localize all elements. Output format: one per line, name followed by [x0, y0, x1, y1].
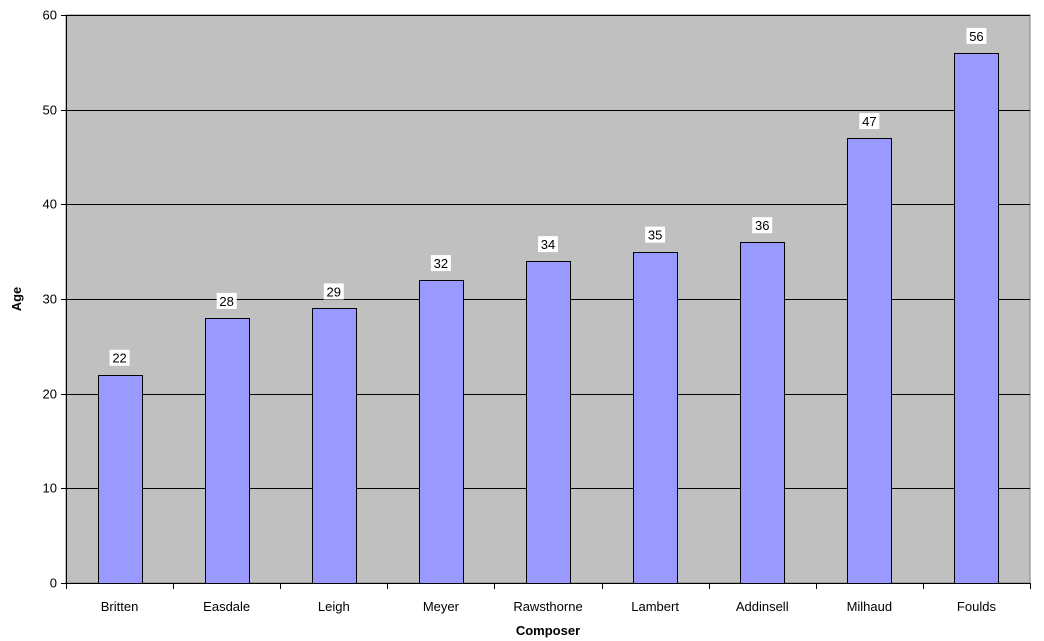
x-tick-label: Milhaud — [847, 599, 893, 614]
x-tick-label: Easdale — [203, 599, 250, 614]
data-label: 47 — [859, 113, 880, 130]
x-tick-label: Meyer — [423, 599, 460, 614]
data-label-background — [538, 236, 558, 253]
y-axis-title: Age — [9, 287, 24, 312]
bar — [312, 308, 357, 584]
data-label-text: 36 — [755, 218, 769, 233]
x-tick-labels: Britten Easdale Leigh Meyer Rawsthorne Lamber… — [101, 599, 997, 614]
data-label: 36 — [752, 217, 773, 234]
data-label-background — [323, 283, 344, 300]
y-tick-label: 60 — [43, 8, 57, 23]
y-tick-label: 20 — [43, 387, 57, 402]
data-labels: 22 28 29 32 34 35 36 47 56 — [109, 27, 987, 366]
y-tick-label: 50 — [43, 103, 57, 118]
data-label-background — [430, 255, 451, 272]
data-label-background — [216, 292, 237, 309]
bar — [954, 53, 999, 584]
x-tick-label: Addinsell — [736, 599, 789, 614]
y-tick-labels: 0 10 20 30 40 50 60 — [43, 8, 57, 591]
axes — [61, 15, 1031, 589]
data-label-text: 34 — [541, 237, 555, 252]
data-label-text: 35 — [648, 228, 662, 243]
y-tick-label: 40 — [43, 197, 57, 212]
data-label-background — [645, 226, 666, 243]
data-label-text: 28 — [219, 294, 233, 309]
bar — [633, 252, 678, 584]
bar — [419, 280, 464, 584]
data-label: 22 — [109, 349, 130, 366]
data-label-background — [966, 27, 987, 44]
x-axis-title: Composer — [516, 623, 580, 638]
x-tick-label: Rawsthorne — [513, 599, 582, 614]
data-label: 34 — [538, 236, 558, 253]
data-label-text: 22 — [112, 351, 126, 366]
bar — [526, 261, 571, 584]
bar — [205, 318, 250, 584]
data-label: 56 — [966, 27, 987, 44]
bars — [98, 53, 999, 584]
data-label-background — [859, 113, 880, 130]
bar — [98, 375, 143, 584]
data-label: 32 — [430, 255, 451, 272]
x-tick-label: Britten — [101, 599, 139, 614]
x-tick-label: Leigh — [318, 599, 350, 614]
data-label-text: 29 — [327, 284, 341, 299]
bar — [847, 138, 892, 584]
data-label-background — [752, 217, 773, 234]
data-label-text: 56 — [969, 29, 983, 44]
y-tick-label: 30 — [43, 292, 57, 307]
data-label-text: 32 — [434, 256, 448, 271]
y-tick-label: 10 — [43, 481, 57, 496]
y-tick-label: 0 — [50, 576, 57, 591]
data-label: 28 — [216, 292, 237, 309]
bar — [740, 242, 785, 584]
data-label: 29 — [323, 283, 344, 300]
data-label-background — [109, 349, 130, 366]
x-tick-label: Lambert — [631, 599, 679, 614]
x-tick-label: Foulds — [957, 599, 997, 614]
data-label-text: 47 — [862, 114, 876, 129]
data-label: 35 — [645, 226, 666, 243]
